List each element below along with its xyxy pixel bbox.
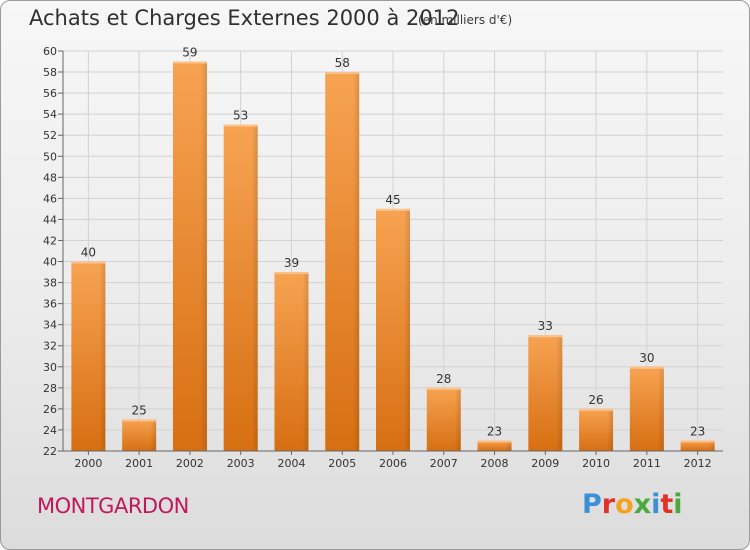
logo-letter: t	[660, 489, 674, 520]
data-label: 30	[639, 351, 654, 365]
y-tick-label: 44	[43, 213, 57, 226]
data-label: 28	[436, 372, 451, 386]
data-label: 23	[690, 424, 705, 438]
proxiti-logo: Proxiti	[582, 489, 683, 520]
y-tick-label: 24	[43, 424, 57, 437]
x-tick-label: 2006	[379, 457, 407, 470]
x-tick-label: 2000	[74, 457, 102, 470]
bar-top	[629, 366, 664, 369]
chart-subtitle: (en milliers d'€)	[418, 13, 513, 27]
bar-top	[71, 261, 106, 264]
bar	[477, 440, 512, 451]
bar-shade	[404, 208, 410, 451]
bar-shade	[251, 124, 258, 452]
x-tick-label: 2011	[633, 457, 661, 470]
bar-shade	[505, 440, 512, 451]
bar	[680, 440, 715, 451]
y-tick-label: 36	[43, 298, 57, 311]
y-tick-label: 40	[43, 256, 57, 269]
logo-letter: P	[582, 489, 602, 520]
data-label: 26	[588, 393, 603, 407]
commune-name: MONTGARDON	[37, 494, 189, 518]
y-tick-label: 58	[43, 66, 57, 79]
bar-shade	[607, 408, 614, 451]
x-tick-label: 2002	[176, 457, 204, 470]
y-tick-label: 22	[43, 445, 57, 458]
y-tick-label: 32	[43, 340, 57, 353]
bar-shade	[556, 335, 563, 451]
data-label: 39	[284, 256, 299, 270]
bar-shade	[353, 72, 360, 451]
x-tick-label: 2010	[582, 457, 610, 470]
bar-shade	[657, 366, 664, 451]
x-tick-label: 2001	[125, 457, 153, 470]
bar-top	[528, 335, 563, 338]
x-tick-label: 2004	[277, 457, 305, 470]
y-tick-label: 54	[43, 108, 57, 121]
x-tick-label: 2003	[227, 457, 255, 470]
bar-top	[477, 440, 512, 443]
data-label: 53	[233, 109, 248, 123]
data-label: 59	[182, 46, 197, 60]
logo-letter: x	[633, 489, 652, 520]
logo-letter: i	[651, 489, 661, 520]
bar-shade	[150, 419, 157, 451]
y-tick-label: 42	[43, 234, 57, 247]
logo-letter: o	[615, 489, 634, 520]
y-tick-label: 46	[43, 192, 57, 205]
x-tick-label: 2008	[481, 457, 509, 470]
bar-shade	[302, 272, 309, 451]
logo-letter: i	[673, 489, 683, 520]
bar-top	[426, 387, 461, 390]
chart-title: Achats et Charges Externes 2000 à 2012	[29, 6, 460, 30]
y-tick-label: 60	[43, 45, 57, 58]
x-tick-label: 2007	[430, 457, 458, 470]
bar-top	[274, 272, 309, 275]
y-tick-label: 48	[43, 171, 57, 184]
bar-shade	[708, 440, 715, 451]
data-label: 23	[487, 424, 502, 438]
y-tick-label: 28	[43, 382, 57, 395]
data-label: 40	[81, 246, 96, 260]
x-tick-label: 2009	[531, 457, 559, 470]
data-label: 33	[538, 319, 553, 333]
bar-top	[376, 208, 410, 211]
bar-shade	[99, 261, 106, 451]
bar-top	[579, 408, 614, 411]
x-tick-label: 2005	[328, 457, 356, 470]
bar-top	[325, 72, 360, 75]
x-tick-label: 2012	[684, 457, 712, 470]
bar-top	[680, 440, 715, 443]
bar-top	[122, 419, 157, 422]
y-tick-label: 30	[43, 361, 57, 374]
bar-top	[172, 61, 207, 64]
y-tick-label: 56	[43, 87, 57, 100]
data-label: 45	[385, 193, 400, 207]
y-tick-label: 26	[43, 403, 57, 416]
data-label: 25	[132, 403, 147, 417]
y-tick-label: 34	[43, 319, 57, 332]
y-tick-label: 38	[43, 277, 57, 290]
bar-shade	[200, 61, 207, 452]
data-label: 58	[335, 56, 350, 70]
y-tick-label: 52	[43, 129, 57, 142]
logo-letter: r	[601, 489, 616, 520]
bar-shade	[454, 387, 461, 451]
y-tick-label: 50	[43, 150, 57, 163]
bar-top	[223, 124, 258, 127]
